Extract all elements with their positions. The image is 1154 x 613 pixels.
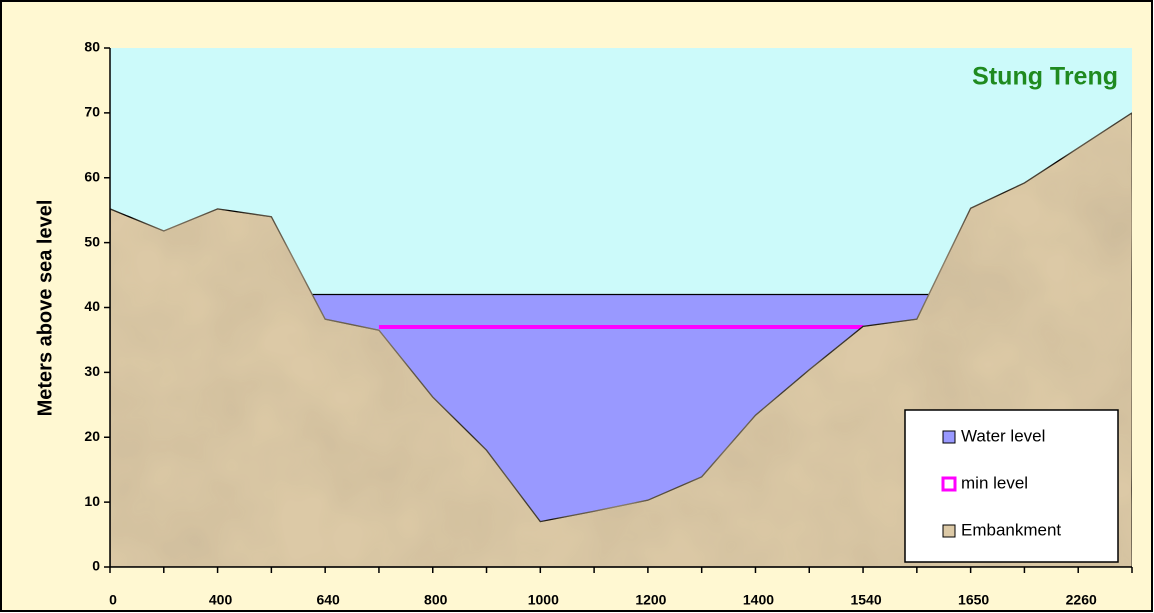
y-tick-label: 70: [84, 104, 100, 120]
y-tick-label: 80: [84, 39, 100, 55]
x-tick-label: 1000: [528, 592, 559, 608]
y-tick-label: 60: [84, 168, 100, 184]
y-tick-label: 50: [84, 233, 100, 249]
x-tick-label: 1200: [635, 592, 666, 608]
x-tick-label: 1540: [850, 592, 881, 608]
area: [109, 111, 1133, 568]
legend-label: Water level: [961, 426, 1045, 445]
y-tick-label: 10: [84, 493, 100, 509]
x-tick-label: 0: [109, 592, 117, 608]
legend-label: Embankment: [961, 520, 1061, 539]
legend-swatch: [942, 524, 956, 538]
legend-swatch: [941, 476, 957, 492]
x-tick-label: 1650: [958, 592, 989, 608]
y-tick-label: 40: [84, 298, 100, 314]
y-tick-label: 20: [84, 428, 100, 444]
y-axis-label: Meters above sea level: [34, 200, 56, 417]
chart-title: Stung Treng: [972, 63, 1118, 91]
legend: Water level min level Embankment: [904, 409, 1119, 563]
x-tick-label: 2260: [1066, 592, 1097, 608]
y-tick-label: 30: [84, 363, 100, 379]
x-tick-label: 400: [209, 592, 233, 608]
y-tick-label: 0: [92, 558, 100, 574]
legend-label: min level: [961, 473, 1028, 492]
legend-swatch: [942, 430, 956, 444]
x-tick-label: 800: [424, 592, 448, 608]
x-tick-label: 1400: [743, 592, 774, 608]
x-tick-label: 640: [316, 592, 340, 608]
legend-box: [904, 409, 1119, 563]
plot-area: [109, 48, 1133, 568]
